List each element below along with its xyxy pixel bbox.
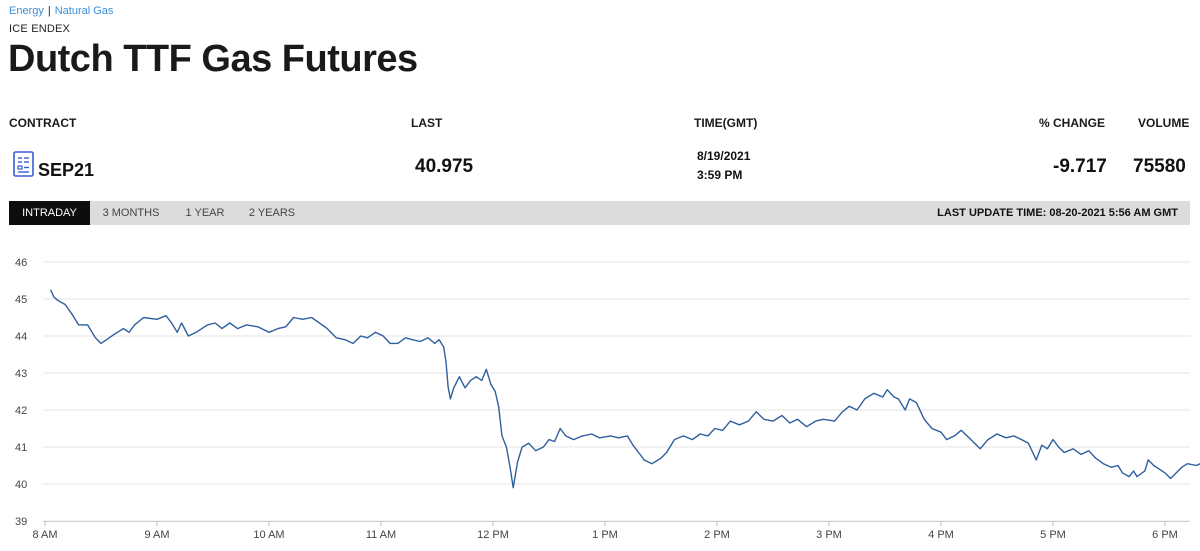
tab-2-years[interactable]: 2 YEARS (248, 207, 296, 219)
y-tick-label: 45 (15, 294, 27, 306)
price-chart: 39 40 41 42 43 44 45 46 8 AM 9 AM 10 AM 11 AM 12 PM 1… (15, 257, 1200, 541)
document-list-icon (13, 151, 34, 177)
y-tick-label: 42 (15, 405, 27, 417)
x-tick-label: 4 PM (928, 529, 954, 541)
x-tick-label: 8 AM (32, 529, 57, 541)
x-tick-label: 5 PM (1040, 529, 1066, 541)
x-tick-label: 6 PM (1152, 529, 1178, 541)
tab-intraday[interactable]: INTRADAY (9, 201, 90, 225)
header-contract: CONTRACT (9, 116, 77, 130)
x-tick-label: 1 PM (592, 529, 618, 541)
x-tick-label: 9 AM (144, 529, 169, 541)
header-volume: VOLUME (1138, 116, 1190, 130)
y-tick-label: 44 (15, 331, 27, 343)
change-value: -9.717 (1053, 156, 1107, 177)
x-tick-label: 11 AM (366, 529, 396, 541)
breadcrumb-link-energy[interactable]: Energy (9, 5, 44, 17)
exchange-label: ICE ENDEX (9, 23, 71, 35)
x-tick-label: 12 PM (477, 529, 509, 541)
y-tick-label: 43 (15, 368, 27, 380)
y-tick-label: 39 (15, 516, 27, 528)
series-line (49, 289, 1200, 489)
breadcrumb-link-natural-gas[interactable]: Natural Gas (54, 5, 114, 17)
header-last: LAST (411, 116, 443, 130)
x-tick-label: 2 PM (704, 529, 730, 541)
range-tab-bar: INTRADAY 3 MONTHS 1 YEAR 2 YEARS LAST UP… (9, 201, 1190, 225)
header-time: TIME(GMT) (694, 116, 758, 130)
y-tick-label: 40 (15, 479, 27, 491)
trade-time: 3:59 PM (697, 168, 743, 182)
tab-1-year[interactable]: 1 YEAR (185, 207, 225, 219)
contract-value[interactable]: SEP21 (38, 160, 95, 180)
y-tick-label: 46 (15, 257, 27, 269)
tab-3-months[interactable]: 3 MONTHS (102, 207, 160, 219)
last-value: 40.975 (415, 156, 474, 177)
trade-date: 8/19/2021 (697, 149, 751, 163)
y-tick-label: 41 (15, 442, 27, 454)
last-update-time: LAST UPDATE TIME: 08-20-2021 5:56 AM GMT (937, 207, 1178, 219)
x-tick-label: 10 AM (253, 529, 284, 541)
volume-value: 75580 (1133, 156, 1186, 177)
breadcrumb: Energy | Natural Gas (9, 5, 113, 17)
breadcrumb-separator: | (47, 5, 51, 17)
header-change: % CHANGE (1039, 116, 1106, 130)
x-tick-label: 3 PM (816, 529, 842, 541)
page-title: Dutch TTF Gas Futures (8, 38, 418, 80)
